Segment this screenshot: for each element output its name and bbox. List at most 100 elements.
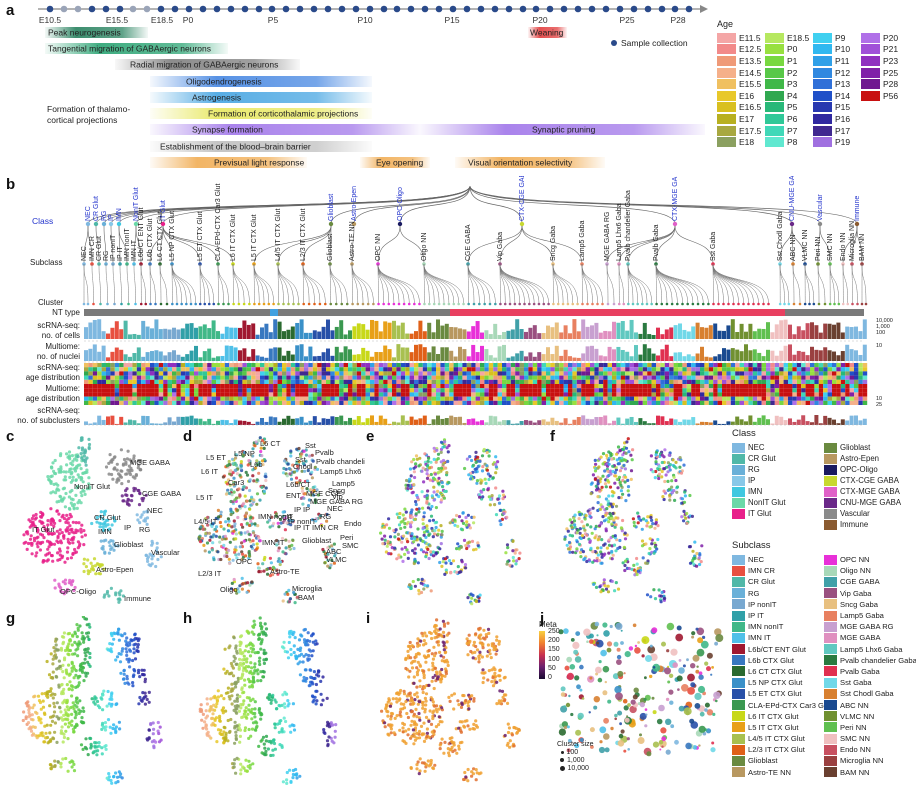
multiome-age-cell — [141, 388, 146, 393]
cluster-point — [649, 674, 653, 679]
cluster-point — [572, 641, 580, 649]
age-dist-cell — [264, 379, 269, 384]
multiome-age-cell — [387, 392, 392, 397]
age-dist-cell — [233, 375, 238, 380]
umap-label: NonIT Glut — [74, 482, 111, 491]
cluster-node — [665, 302, 669, 306]
cluster-node — [334, 302, 338, 306]
multiome-age-cell — [475, 392, 480, 397]
age-dist-cell — [537, 379, 542, 384]
age-dist-cell — [176, 371, 181, 376]
age-dist-cell — [444, 375, 450, 380]
multiome-age-cell — [88, 392, 93, 397]
class-legend-label: Glioblast — [840, 443, 871, 452]
age-dist-cell — [277, 367, 282, 372]
age-dist-cell — [620, 375, 626, 380]
multiome-age-cell — [700, 400, 705, 405]
cluster-point — [600, 649, 607, 657]
multiome-age-cell — [180, 396, 186, 401]
cell-count-bar — [185, 323, 190, 339]
multiome-age-cell — [326, 384, 331, 389]
cell-count-bar — [840, 332, 845, 339]
nuclei-count-bar — [88, 348, 93, 361]
nuclei-count-bar — [717, 354, 722, 361]
multiome-age-cell — [651, 396, 656, 401]
nuclei-count-bar — [194, 345, 198, 361]
multiome-age-cell — [774, 388, 780, 393]
panel-label-h: h — [183, 610, 193, 627]
nuclei-count-bar — [682, 356, 687, 361]
event-label: Synapse formation — [192, 125, 263, 135]
multiome-age-cell — [260, 396, 265, 401]
age-dist-cell — [717, 363, 722, 368]
cell-count-bar — [92, 319, 97, 339]
multiome-age-cell — [647, 392, 652, 397]
subclass-legend-label: L4/5 IT CTX Glut — [748, 734, 805, 744]
cluster-point — [687, 687, 695, 695]
age-dist-cell — [246, 371, 252, 376]
cluster-node — [272, 302, 275, 306]
age-dist-cell — [814, 363, 819, 368]
cell-count-bar — [779, 320, 784, 339]
cluster-point — [691, 631, 696, 636]
age-dist-cell — [849, 375, 854, 380]
multiome-age-cell — [409, 388, 414, 393]
age-dist-cell — [268, 363, 274, 368]
multiome-age-cell — [216, 396, 221, 401]
cluster-node — [329, 302, 333, 306]
age-dist-cell — [572, 367, 577, 372]
age-legend-item: P7 — [765, 125, 813, 137]
cluster-point — [586, 640, 589, 643]
timeline-tick-label: E15.5 — [106, 15, 128, 25]
multiome-age-cell — [858, 392, 863, 397]
multiome-age-cell — [488, 396, 494, 401]
cluster-point — [620, 729, 625, 734]
multiome-age-cell — [796, 388, 802, 393]
umap-label: CGE GABA — [142, 489, 181, 498]
multiome-age-cell — [647, 396, 652, 401]
age-dist-cell — [172, 371, 177, 376]
subcluster-count-bar — [251, 423, 256, 425]
axis-tick: 100 — [876, 330, 885, 336]
age-dist-cell — [528, 367, 533, 372]
multiome-age-cell — [194, 400, 199, 405]
multiome-age-cell — [550, 400, 555, 405]
cell-count-bar — [282, 331, 286, 339]
age-dist-cell — [330, 363, 335, 368]
sample-dot — [491, 5, 499, 13]
cell-count-bar — [158, 329, 163, 339]
class-node — [108, 221, 114, 227]
multiome-age-cell — [695, 392, 700, 397]
multiome-age-cell — [625, 392, 630, 397]
age-dist-cell — [713, 379, 718, 384]
subcluster-count-bar — [748, 415, 753, 425]
age-dist-cell — [304, 375, 309, 380]
multiome-age-cell — [163, 400, 168, 405]
multiome-age-cell — [823, 396, 828, 401]
age-dist-cell — [409, 371, 414, 376]
age-dist-cell — [493, 363, 498, 368]
age-dist-cell — [748, 371, 753, 376]
multiome-age-cell — [572, 392, 577, 397]
age-dist-cell — [418, 367, 423, 372]
multiome-age-cell — [735, 392, 740, 397]
subcluster-count-bar — [788, 418, 792, 425]
age-dist-cell — [440, 367, 445, 372]
subclass-label: Sncg Gaba — [550, 226, 557, 261]
age-dist-cell — [189, 363, 194, 368]
cluster-node — [237, 302, 241, 306]
age-dist-cell — [436, 363, 441, 368]
age-dist-cell — [277, 371, 282, 376]
age-dist-cell — [216, 367, 221, 372]
multiome-age-cell — [189, 396, 194, 401]
cluster-node — [217, 302, 220, 306]
age-swatch — [717, 90, 736, 101]
subclass-legend-item: IP IT — [732, 610, 824, 621]
class-legend-swatch — [824, 475, 837, 486]
subcluster-count-bar — [559, 422, 564, 425]
multiome-age-cell — [308, 392, 313, 397]
subcluster-count-bar — [537, 420, 542, 425]
cell-count-bar — [268, 332, 273, 339]
age-dist-cell — [339, 375, 344, 380]
nuclei-count-bar — [484, 349, 489, 361]
